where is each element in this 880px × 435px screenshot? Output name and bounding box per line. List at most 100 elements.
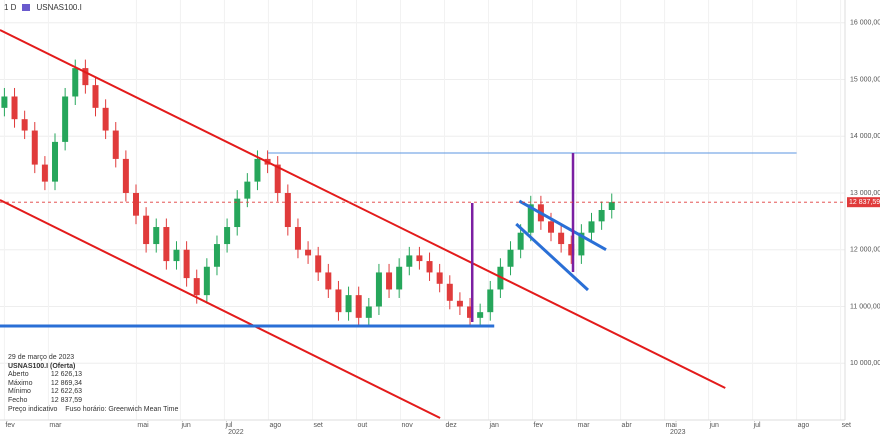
candle-body [487, 289, 494, 313]
candle-body [284, 192, 291, 228]
candle-body [153, 227, 160, 245]
info-row: Mínimo 12 622,63 [8, 388, 178, 397]
candle-body [436, 272, 443, 284]
candle-body [193, 278, 200, 296]
candle-body [173, 249, 180, 262]
year-label: 2023 [670, 429, 686, 435]
candle-body [477, 312, 484, 318]
info-row: Aberto 12 626,13 [8, 371, 178, 380]
candle-body [446, 283, 453, 301]
candle-body [355, 295, 362, 318]
candle-body [568, 244, 575, 256]
candle-body [335, 289, 342, 313]
candle-body [244, 181, 251, 199]
x-tick-label: mai [666, 422, 678, 429]
candle-body [143, 215, 150, 245]
last-price-label: 12 837,59 [849, 199, 880, 206]
candle-body [112, 130, 119, 159]
symbol[interactable]: USNAS100.I [36, 3, 82, 12]
candle-body [305, 249, 312, 256]
x-tick-label: jul [753, 422, 761, 429]
candle-body [558, 232, 565, 245]
x-tick-label: ago [269, 422, 281, 429]
candle-body [72, 68, 79, 97]
trend-line [518, 199, 607, 252]
candle-body [345, 295, 352, 313]
candle-body [456, 300, 463, 307]
candle-body [588, 221, 595, 233]
x-tick-label: mar [49, 422, 62, 429]
x-tick-label: jul [224, 422, 232, 429]
candle-body [386, 272, 393, 290]
candle-body [21, 119, 28, 131]
interval[interactable]: 1 D [4, 3, 17, 12]
candle-body [426, 261, 433, 273]
candle-body [507, 249, 514, 267]
candle-body [406, 255, 413, 267]
x-tick-label: out [357, 422, 367, 429]
candle-body [608, 202, 615, 210]
candle-body [52, 141, 59, 182]
candle-body [365, 306, 372, 318]
y-tick-label: 15 000,00 [850, 76, 880, 83]
candle-body [224, 227, 231, 245]
trend-line [0, 29, 726, 389]
candle-body [416, 255, 423, 262]
x-tick-label: jun [180, 422, 190, 429]
info-box: 29 de março de 2023 USNAS100.I (Oferta) … [8, 354, 178, 414]
x-tick-label: abr [622, 422, 633, 429]
info-instrument: USNAS100.I (Oferta) [8, 362, 76, 370]
candle-body [62, 96, 69, 142]
info-key: Máximo [8, 379, 33, 387]
candle-body [92, 85, 99, 108]
x-tick-label: set [842, 422, 851, 429]
candle-body [294, 227, 301, 250]
info-row: Máximo 12 869,34 [8, 380, 178, 389]
candle-body [254, 158, 261, 182]
candle-body [1, 96, 8, 108]
candle-body [213, 244, 220, 267]
year-label: 2022 [228, 429, 244, 435]
info-key: Fecho [8, 396, 28, 404]
y-tick-label: 11 000,00 [850, 303, 880, 310]
x-tick-label: fev [5, 422, 15, 429]
y-tick-label: 10 000,00 [850, 360, 880, 367]
info-date: 29 de março de 2023 [8, 354, 75, 361]
candle-body [274, 164, 281, 193]
info-row: Fecho 12 837,59 [8, 397, 178, 406]
candle-body [396, 266, 403, 290]
last-price-box [847, 197, 880, 208]
header: 1 D USNAS100.I [4, 3, 82, 12]
x-tick-label: nov [401, 422, 413, 429]
x-tick-label: fev [534, 422, 544, 429]
candle-body [527, 204, 534, 233]
candle-body [132, 192, 139, 216]
x-tick-label: ago [798, 422, 810, 429]
candle-body [122, 158, 129, 193]
x-tick-label: dez [446, 422, 458, 429]
candle-body [163, 227, 170, 262]
y-tick-label: 14 000,00 [850, 133, 880, 140]
info-value: 12 622,63 [50, 388, 82, 396]
candle-body [203, 266, 210, 296]
info-rows: Aberto 12 626,13 Máximo 12 869,34 Mínimo 12 6… [8, 371, 178, 405]
symbol-icon [22, 4, 31, 11]
info-value: 12 626,13 [50, 371, 82, 379]
candle-body [234, 198, 241, 228]
candle-body [31, 130, 38, 165]
info-footer: Preço indicativo Fuso horário: Greenwich… [8, 405, 179, 413]
x-tick-label: jan [489, 422, 499, 429]
y-tick-label: 12 000,00 [850, 247, 880, 254]
candle-body [375, 272, 382, 307]
candle-body [102, 107, 109, 131]
info-key: Aberto [8, 371, 29, 379]
candle-body [598, 210, 605, 222]
trend-line [515, 222, 589, 292]
x-tick-label: mar [578, 422, 591, 429]
candle-body [578, 232, 585, 256]
candle-body [11, 96, 18, 120]
x-tick-label: set [313, 422, 322, 429]
candle-body [41, 164, 48, 182]
